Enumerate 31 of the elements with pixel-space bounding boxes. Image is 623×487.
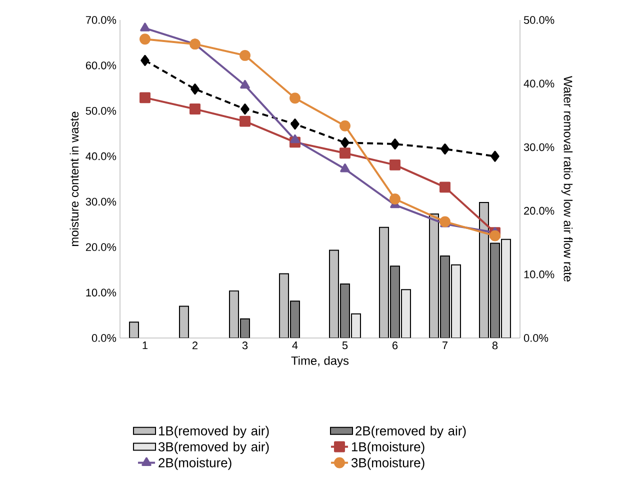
- x-axis-title: Time, days: [291, 356, 349, 368]
- legend-label: 2B(moisture): [158, 458, 232, 470]
- y2-tick-label: 30.0%: [524, 143, 554, 152]
- legend-label: 1B(moisture): [352, 442, 424, 454]
- x-tick-label: 2: [192, 342, 198, 350]
- y2-tick-label: 0.0%: [524, 334, 548, 342]
- y-tick-label: 30.0%: [86, 198, 116, 206]
- y-tick-label: 50.0%: [86, 106, 116, 115]
- y-tick-label: 0.0%: [92, 334, 116, 342]
- x-tick-label: 5: [342, 342, 348, 350]
- x-tick-label: 8: [492, 342, 498, 350]
- y-axis-title: moisture content in waste: [70, 112, 79, 246]
- y-tick-label: 10.0%: [86, 288, 116, 296]
- legend-label: 3B(moisture): [351, 458, 424, 470]
- y-tick-label: 60.0%: [86, 62, 116, 70]
- y2-tick-label: 50.0%: [524, 16, 554, 24]
- x-tick-label: 7: [442, 342, 448, 350]
- legend-label: 3B(removed by air): [158, 442, 269, 454]
- legend-label: 1B(removed by air): [158, 426, 269, 438]
- x-tick-label: 1: [142, 342, 148, 350]
- y2-tick-label: 40.0%: [524, 80, 554, 88]
- y-tick-label: 20.0%: [86, 243, 116, 252]
- legend-label: 2B(removed by air): [356, 426, 466, 438]
- y2-axis-title: Water removal ratio by low air flow rate: [561, 76, 573, 282]
- x-tick-label: 4: [292, 342, 298, 350]
- x-tick-label: 3: [242, 342, 248, 350]
- y-tick-label: 40.0%: [86, 152, 116, 160]
- y2-tick-label: 10.0%: [524, 270, 554, 278]
- y-tick-label: 70.0%: [86, 16, 116, 24]
- x-tick-label: 6: [392, 342, 398, 350]
- y2-tick-label: 20.0%: [524, 206, 554, 215]
